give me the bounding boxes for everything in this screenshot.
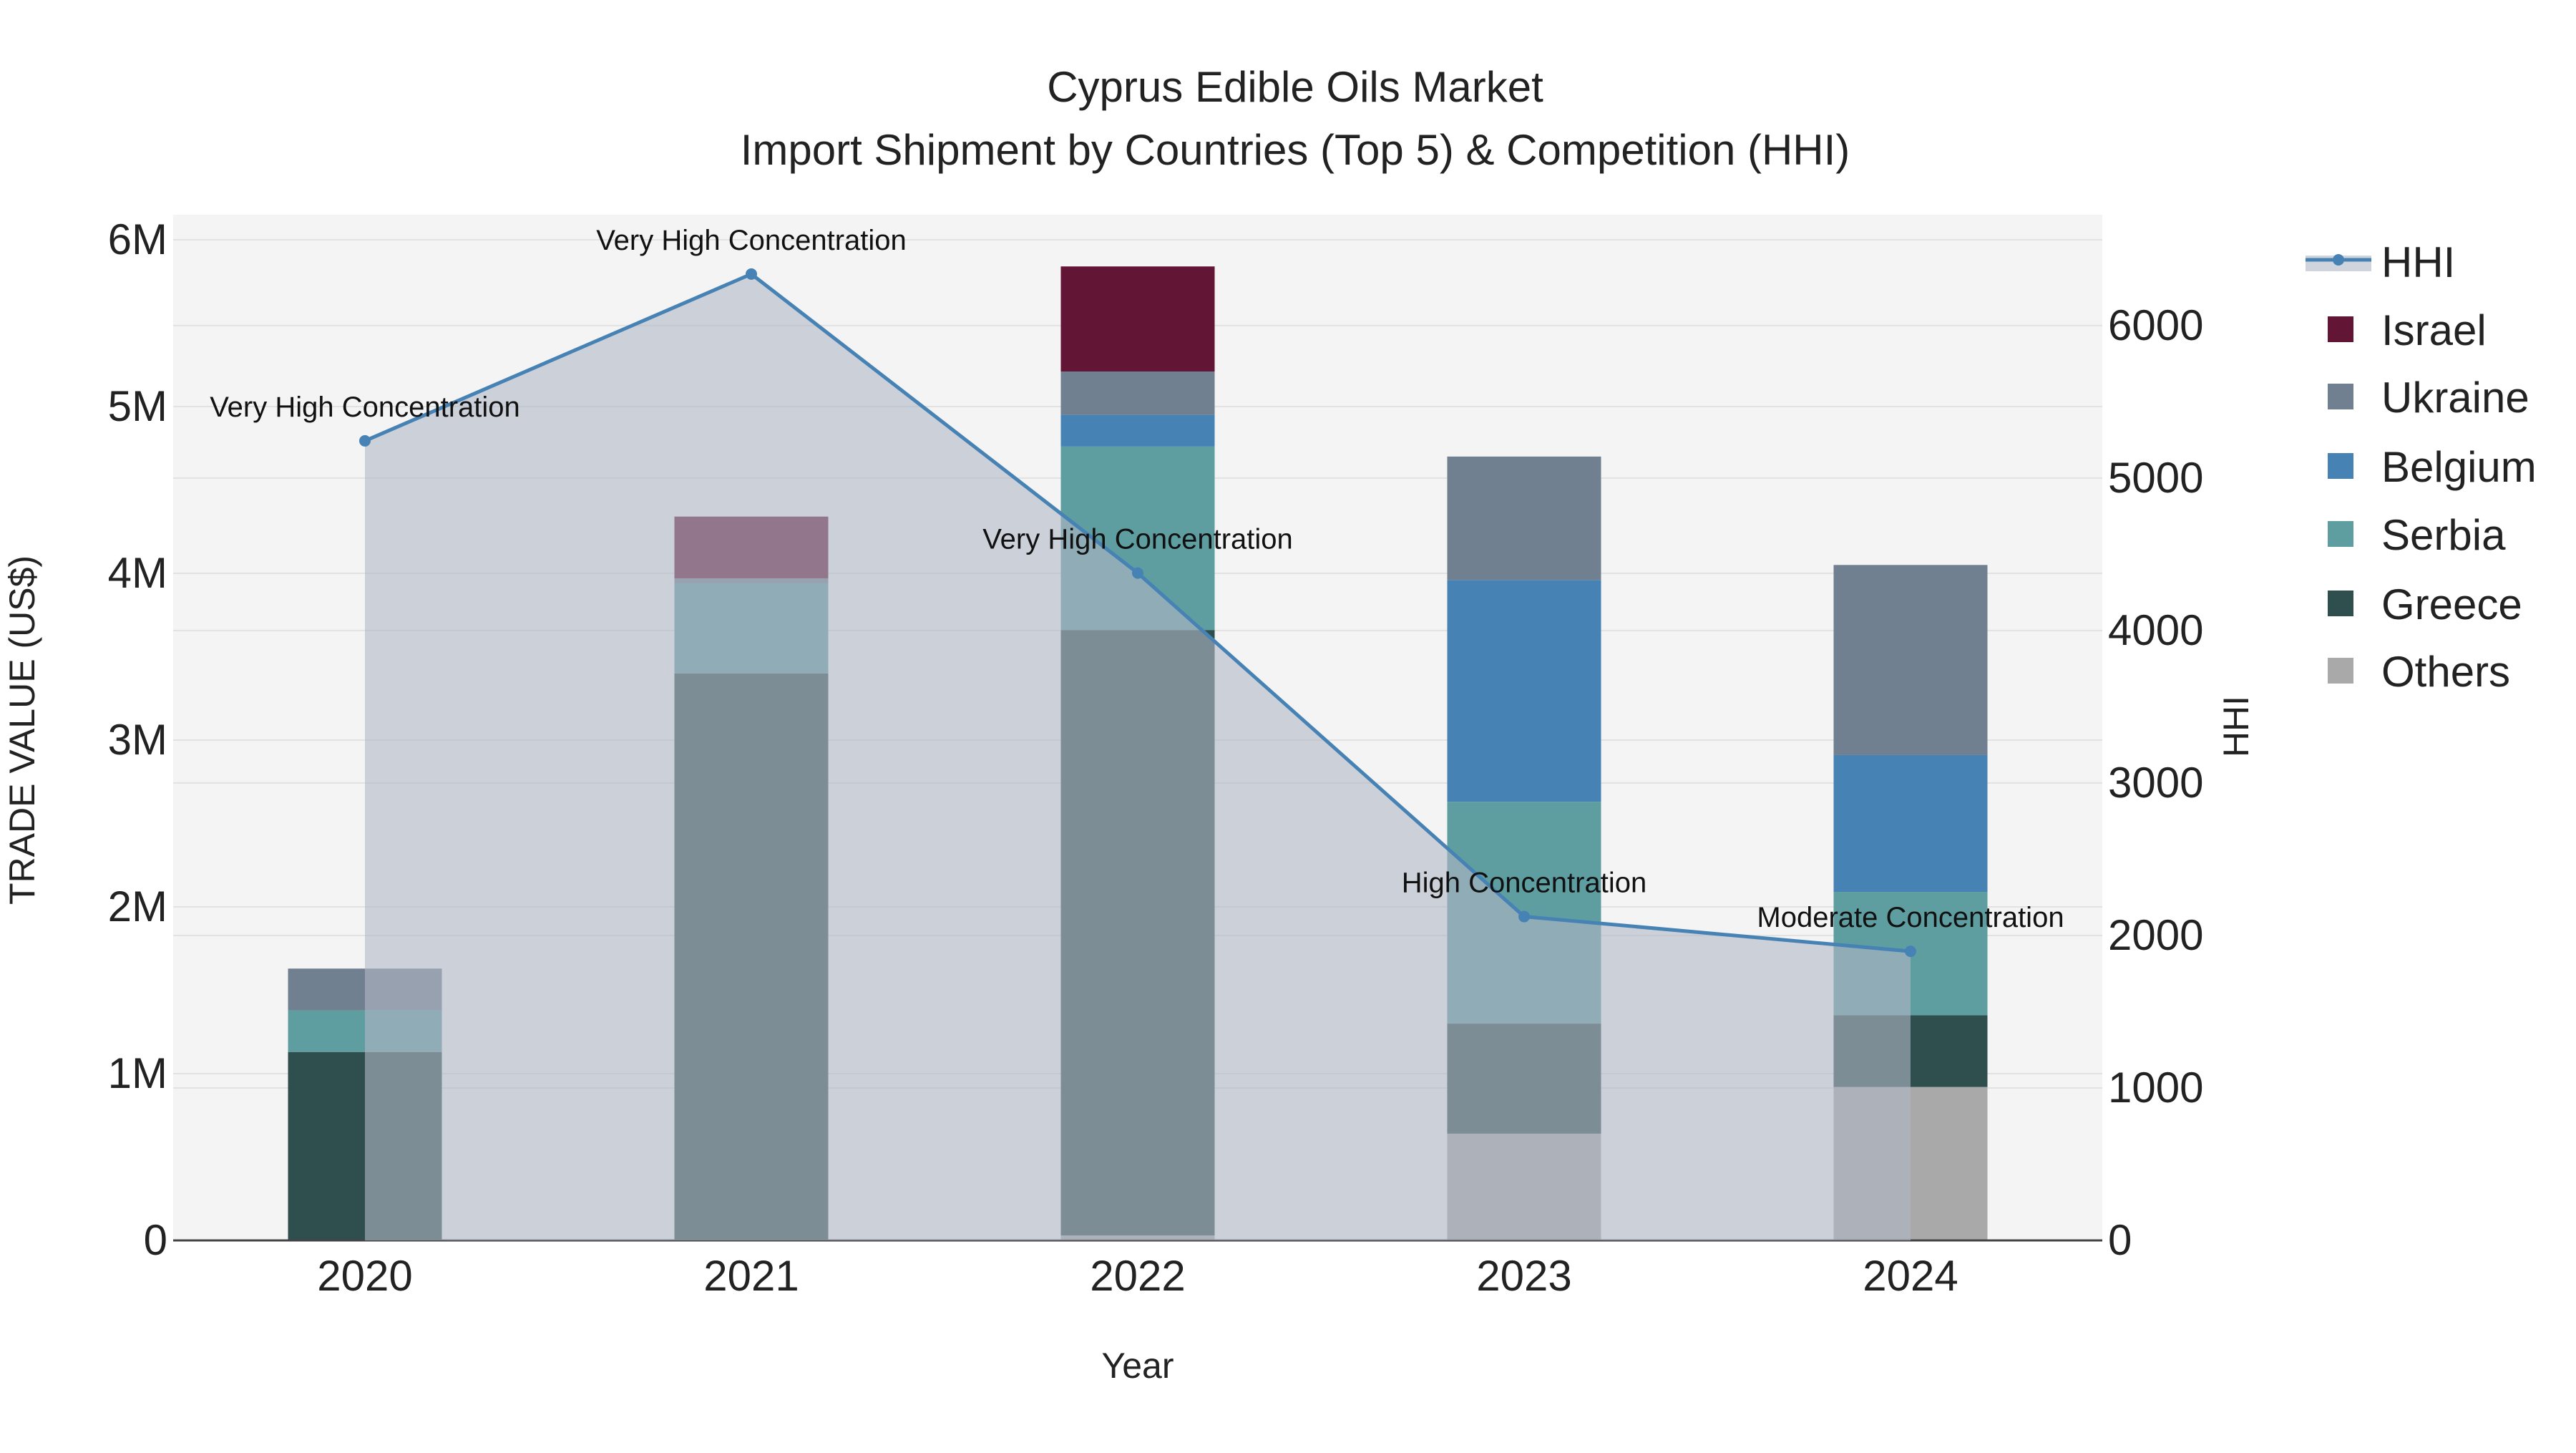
legend-swatch-belgium — [2328, 453, 2353, 479]
hhi-point-2020 — [359, 434, 371, 447]
bar-belgium-2024 — [1833, 754, 1988, 893]
y2-tick-label: 2000 — [2108, 911, 2203, 959]
hhi-area — [365, 273, 1911, 1241]
legend-label-israel: Israel — [2381, 306, 2487, 354]
y-tick-label: 0 — [144, 1216, 167, 1264]
legend-label-greece: Greece — [2381, 580, 2522, 628]
y-tick-label: 2M — [108, 883, 167, 930]
chart-title: Cyprus Edible Oils Market — [1047, 63, 1543, 111]
hhi-point-2024 — [1905, 946, 1916, 958]
legend-label-hhi: HHI — [2381, 238, 2455, 286]
y-tick-label: 5M — [108, 382, 167, 430]
legend-hhi-marker — [2333, 254, 2344, 266]
hhi-annotation: Moderate Concentration — [1757, 902, 2064, 933]
legend: HHI Israel Ukraine Belgium Serbia Greece Other… — [2306, 238, 2537, 696]
hhi-point-2021 — [746, 268, 757, 280]
legend-label-belgium: Belgium — [2381, 443, 2537, 491]
y-tick-label: 4M — [108, 549, 167, 597]
legend-swatch-others — [2328, 658, 2353, 684]
bar-israel-2022 — [1060, 266, 1215, 372]
plot-area: 0 1M 2M 3M 4M 5M 6M 0 1000 2000 3000 4000 5000 6000 20… — [108, 215, 2203, 1300]
hhi-annotation: Very High Concentration — [596, 225, 907, 256]
bar-ukraine-2024 — [1833, 565, 1988, 755]
y2-tick-label: 4000 — [2108, 606, 2203, 654]
y2-axis-label: HHI — [2216, 696, 2256, 757]
hhi-point-2022 — [1132, 567, 1143, 579]
y2-tick-label: 6000 — [2108, 301, 2203, 349]
hhi-annotation: Very High Concentration — [210, 392, 520, 423]
legend-label-others: Others — [2381, 648, 2510, 696]
y-tick-label: 3M — [108, 716, 167, 764]
x-tick-label: 2020 — [317, 1252, 412, 1300]
legend-swatch-serbia — [2328, 521, 2353, 547]
y2-tick-label: 5000 — [2108, 454, 2203, 502]
legend-swatch-israel — [2328, 316, 2353, 342]
x-tick-label: 2024 — [1863, 1252, 1958, 1300]
bar-belgium-2022 — [1060, 414, 1215, 447]
y-axis-label: TRADE VALUE (US$) — [2, 555, 42, 905]
legend-label-ukraine: Ukraine — [2381, 374, 2529, 422]
y-tick-label: 1M — [108, 1049, 167, 1097]
hhi-annotation: High Concentration — [1402, 868, 1646, 899]
x-tick-label: 2021 — [703, 1252, 799, 1300]
y2-tick-label: 3000 — [2108, 759, 2203, 807]
x-tick-label: 2022 — [1090, 1252, 1185, 1300]
bar-ukraine-2022 — [1060, 371, 1215, 415]
y2-tick-label: 1000 — [2108, 1064, 2203, 1112]
x-tick-label: 2023 — [1476, 1252, 1571, 1300]
y2-tick-label: 0 — [2108, 1216, 2132, 1264]
legend-swatch-greece — [2328, 591, 2353, 616]
x-axis-label: Year — [1101, 1346, 1174, 1386]
bar-ukraine-2023 — [1447, 456, 1601, 580]
bar-belgium-2023 — [1447, 580, 1601, 802]
legend-swatch-ukraine — [2328, 384, 2353, 409]
chart-subtitle: Import Shipment by Countries (Top 5) & C… — [741, 126, 1850, 174]
legend-label-serbia: Serbia — [2381, 511, 2506, 559]
y-tick-label: 6M — [108, 215, 167, 263]
hhi-point-2023 — [1518, 910, 1530, 923]
hhi-annotation: Very High Concentration — [982, 524, 1293, 555]
